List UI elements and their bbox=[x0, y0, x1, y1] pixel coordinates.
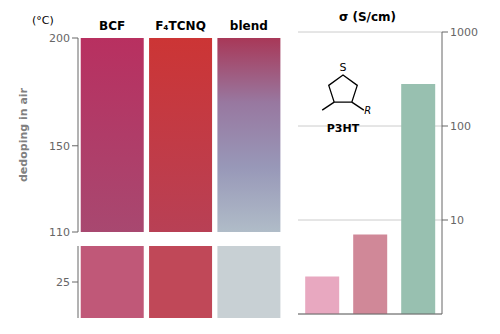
svg-text:10: 10 bbox=[450, 214, 464, 227]
svg-text:1000: 1000 bbox=[450, 26, 478, 39]
svg-text:150: 150 bbox=[49, 140, 70, 153]
svg-text:100: 100 bbox=[450, 120, 471, 133]
svg-text:S: S bbox=[340, 61, 347, 74]
svg-text:25: 25 bbox=[56, 276, 70, 289]
svg-text:dedoping in air: dedoping in air bbox=[17, 87, 30, 182]
html-text:(°C): (°C) bbox=[32, 14, 54, 27]
svg-text:BCF: BCF bbox=[99, 19, 125, 33]
svg-text:blend: blend bbox=[230, 19, 268, 33]
html-text:σ (S/cm): σ (S/cm) bbox=[338, 10, 397, 24]
svg-text:P3HT: P3HT bbox=[327, 122, 360, 135]
svg-text:R: R bbox=[364, 105, 371, 116]
svg-text:200: 200 bbox=[49, 32, 70, 45]
svg-text:110: 110 bbox=[49, 226, 70, 236]
svg-text:F₄TCNQ: F₄TCNQ bbox=[155, 19, 206, 33]
